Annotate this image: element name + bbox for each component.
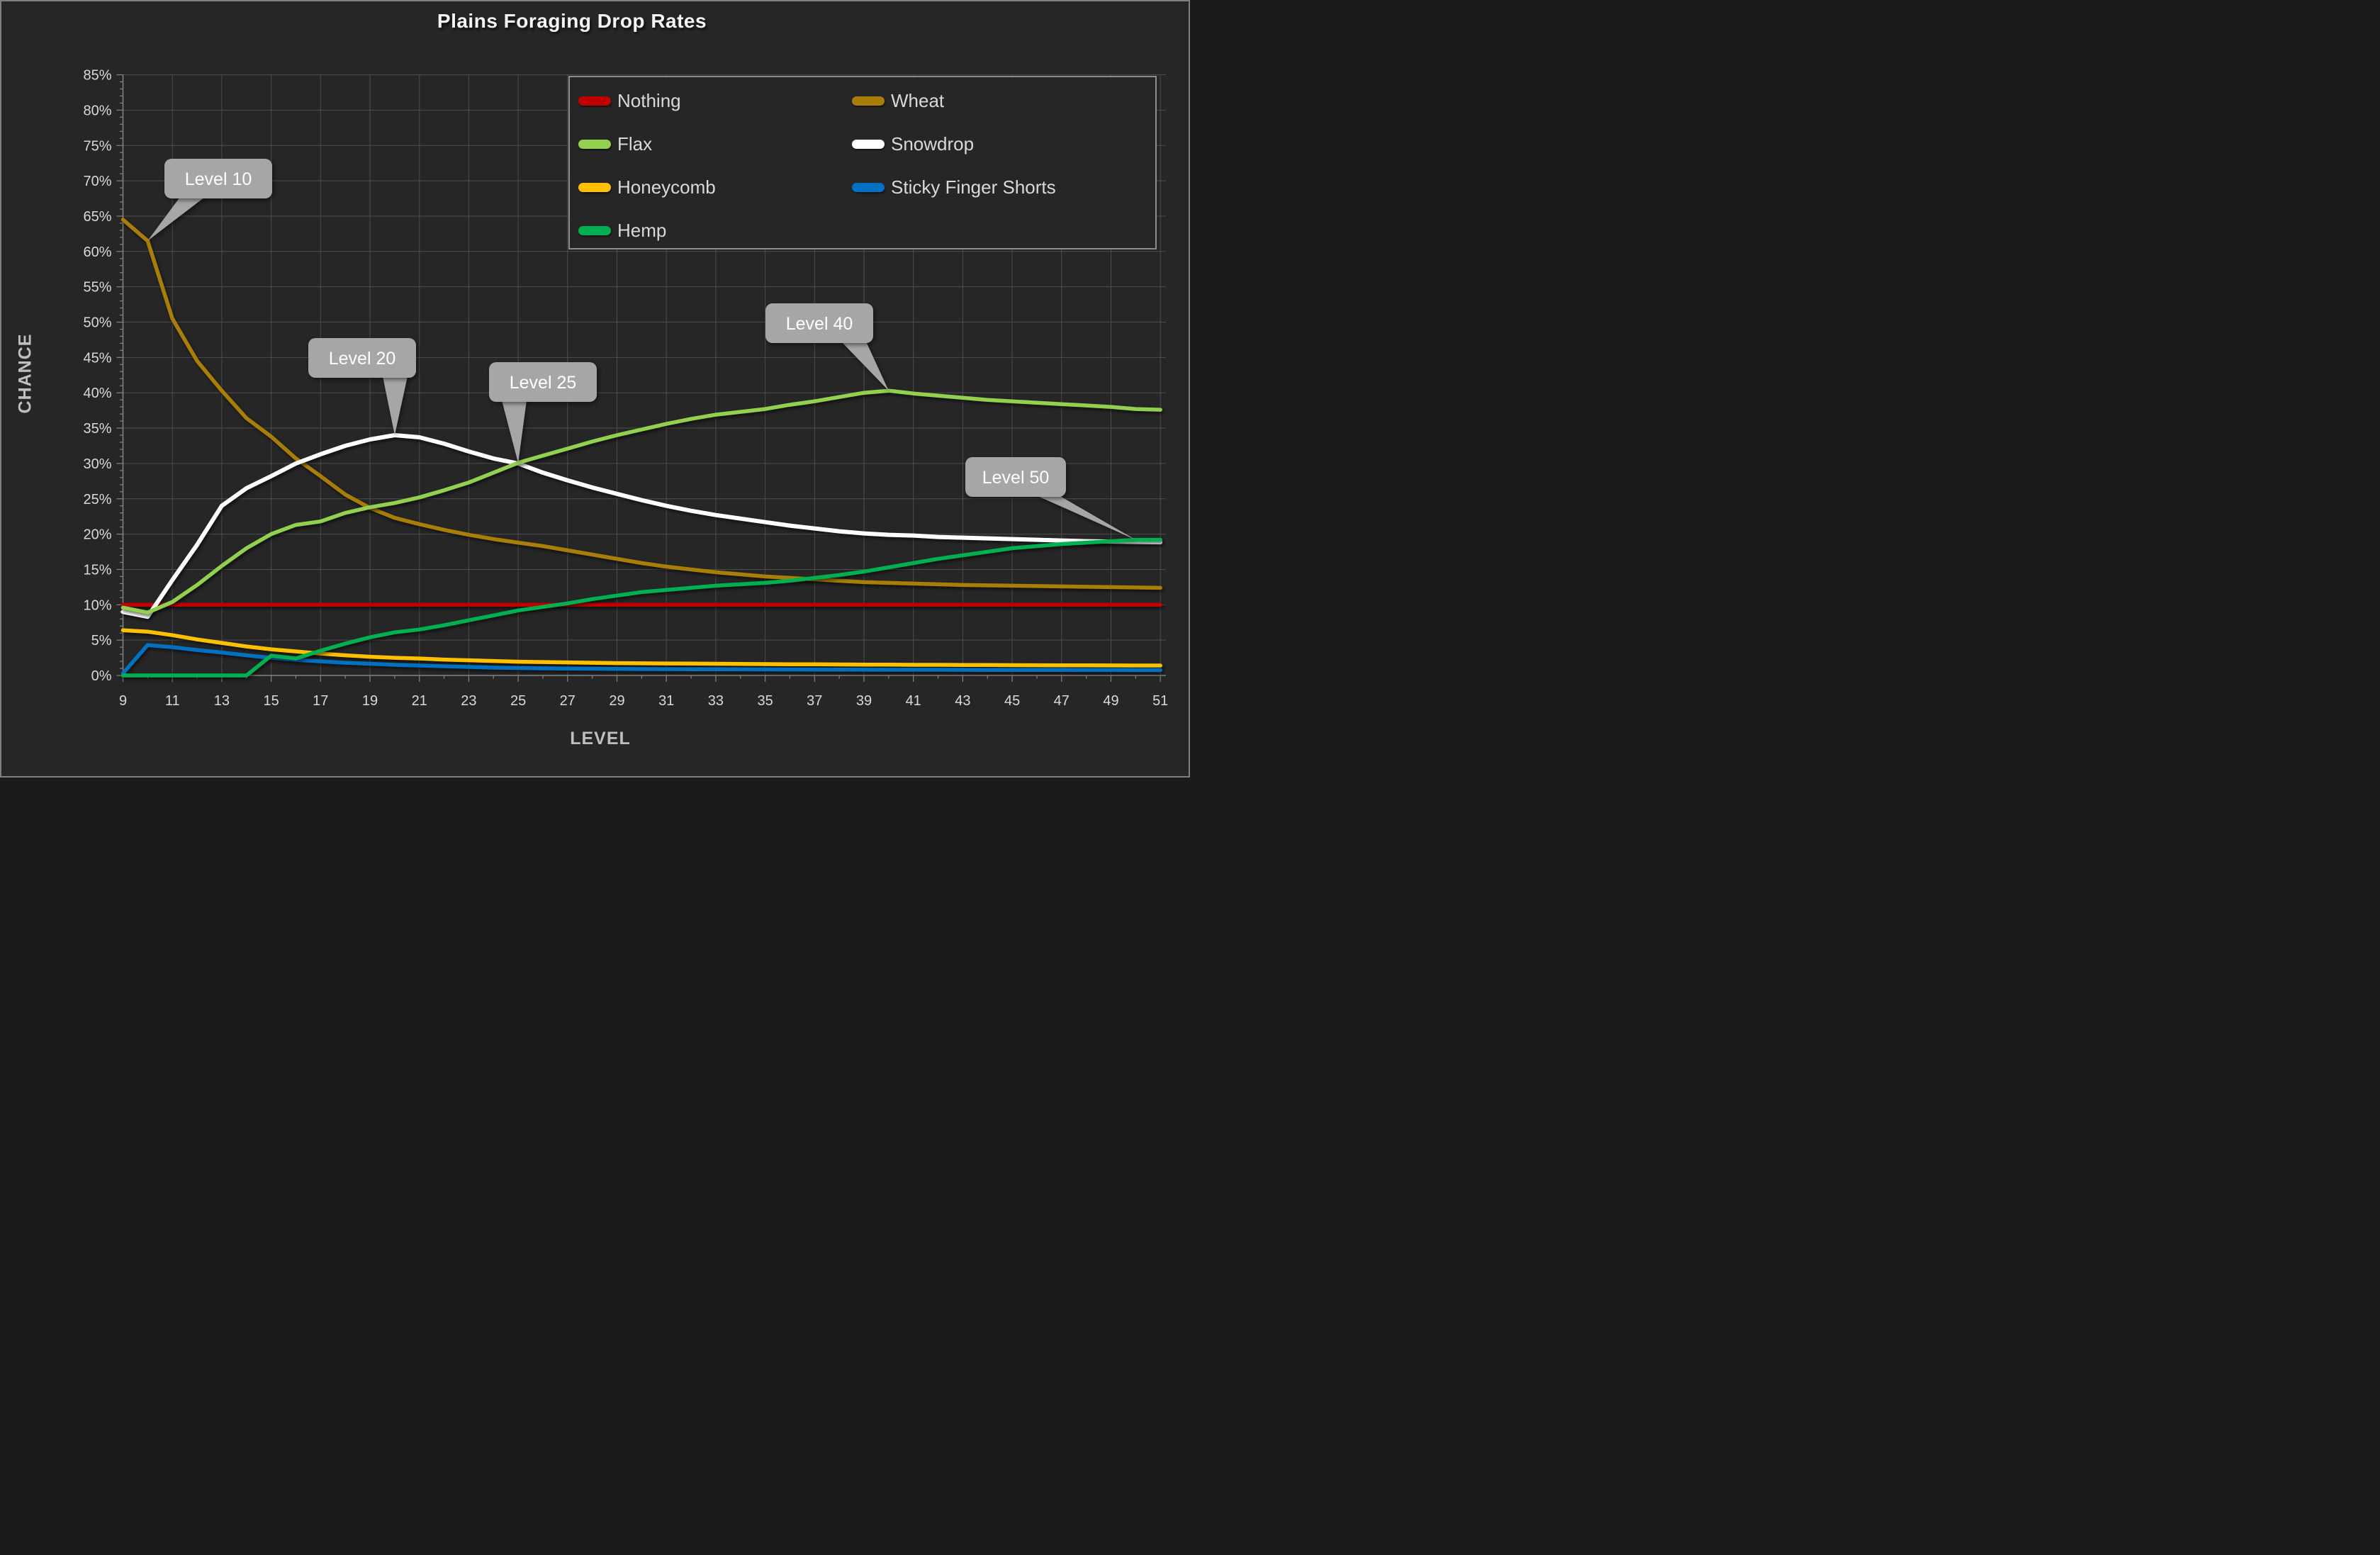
legend-swatch-snowdrop [852, 139, 885, 149]
y-tick-label: 70% [83, 174, 111, 189]
callout-level-50: Level 50 [965, 457, 1136, 540]
series-line-honeycomb [120, 628, 1162, 668]
x-tick-label: 19 [362, 693, 378, 709]
callouts: Level 10 Level 20 Level 25 Level 40 Level 50 [147, 159, 1136, 540]
x-tick-label: 35 [757, 693, 773, 709]
y-tick-label: 25% [83, 492, 111, 507]
x-tick-label: 47 [1054, 693, 1070, 709]
y-tick-label: 85% [83, 68, 111, 84]
y-tick-label: 35% [83, 421, 111, 437]
series-line-flax [120, 388, 1162, 615]
callout-box [164, 159, 272, 198]
y-tick-label: 20% [83, 527, 111, 543]
chart-title: Plains Foraging Drop Rates [437, 10, 707, 32]
legend-label: Flax [617, 133, 653, 155]
legend-item-sticky-finger-shorts: Sticky Finger Shorts [852, 174, 1056, 200]
callout-box [489, 362, 597, 402]
legend-swatch-honeycomb [578, 182, 611, 192]
legend-item-hemp: Hemp [578, 218, 666, 243]
callout-label: Level 50 [982, 468, 1050, 488]
y-tick-label: 0% [91, 668, 112, 684]
x-tick-label: 49 [1103, 693, 1118, 709]
x-tick-label: 41 [906, 693, 921, 709]
legend-item-snowdrop: Snowdrop [852, 131, 974, 157]
x-tick-label: 11 [165, 693, 180, 709]
y-tick-label: 50% [83, 315, 111, 331]
legend-swatch-sticky-finger-shorts [852, 182, 885, 192]
callout-pointer [502, 400, 527, 464]
legend-item-honeycomb: Honeycomb [578, 174, 716, 200]
x-tick-label: 15 [263, 693, 279, 709]
y-tick-label: 10% [83, 597, 111, 613]
y-tick-label: 75% [83, 138, 111, 154]
series-line-snowdrop [120, 433, 1163, 619]
callout-level-20: Level 20 [308, 338, 416, 435]
series-lines [120, 218, 1163, 678]
x-tick-label: 33 [708, 693, 724, 709]
x-tick-label: 27 [560, 693, 576, 709]
y-tick-label: 15% [83, 562, 111, 578]
callout-box [765, 303, 873, 343]
callout-label: Level 10 [185, 169, 252, 189]
series-line-hemp [120, 537, 1162, 678]
x-tick-label: 29 [609, 693, 624, 709]
axes [116, 74, 1166, 682]
callout-box [965, 457, 1066, 497]
legend-item-wheat: Wheat [852, 88, 944, 113]
y-tick-label: 30% [83, 456, 111, 472]
x-tick-label: 23 [461, 693, 476, 709]
x-tick-label: 51 [1152, 693, 1168, 709]
y-tick-label: 45% [83, 350, 111, 366]
callout-level-25: Level 25 [489, 362, 597, 464]
y-tick-label: 80% [83, 103, 111, 118]
x-tick-label: 39 [856, 693, 872, 709]
callout-pointer [147, 197, 205, 241]
chart-container: Plains Foraging Drop Rates CHANCE LEVEL … [0, 0, 1190, 778]
callout-pointer [383, 376, 408, 435]
x-tick-label: 21 [412, 693, 427, 709]
x-tick-label: 31 [658, 693, 674, 709]
x-tick-label: 43 [955, 693, 970, 709]
x-tick-label: 37 [807, 693, 822, 709]
tick-labels: 0% 5% 10% 15% 20% 25% 30% 35% 40% 45% 50% 55% 60% 65%… [83, 68, 1168, 709]
legend-swatch-wheat [852, 96, 885, 106]
legend-swatch-flax [578, 139, 611, 149]
callout-label: Level 20 [329, 349, 396, 369]
legend-label: Nothing [617, 89, 681, 111]
y-tick-label: 55% [83, 280, 111, 296]
legend-label: Sticky Finger Shorts [891, 176, 1056, 198]
legend-label: Snowdrop [891, 133, 975, 155]
legend-label: Wheat [891, 89, 945, 111]
legend-label: Honeycomb [617, 176, 716, 198]
y-tick-label: 40% [83, 386, 111, 401]
legend-item-flax: Flax [578, 131, 652, 157]
legend-label: Hemp [617, 219, 667, 241]
callout-level-10: Level 10 [147, 159, 272, 241]
series-line-wheat [120, 218, 1162, 590]
legend-swatch-hemp [578, 225, 611, 235]
x-tick-label: 13 [214, 693, 230, 709]
x-tick-label: 17 [313, 693, 328, 709]
legend-item-nothing: Nothing [578, 88, 681, 113]
x-tick-label: 25 [510, 693, 526, 709]
legend-swatch-nothing [578, 96, 611, 106]
callout-pointer [1036, 495, 1136, 540]
y-tick-label: 65% [83, 209, 111, 225]
x-axis-title: LEVEL [570, 729, 631, 748]
chart-plot: 0% 5% 10% 15% 20% 25% 30% 35% 40% 45% 50% 55% 60% 65%… [83, 68, 1168, 709]
x-tick-label: 45 [1004, 693, 1020, 709]
legend: Nothing Flax Honeycomb Hemp Wheat Snowdrop Sti… [568, 76, 1157, 249]
callout-box [308, 338, 416, 378]
callout-label: Level 25 [510, 373, 577, 393]
callout-level-40: Level 40 [765, 303, 889, 391]
x-tick-label: 9 [119, 693, 127, 709]
y-tick-label: 60% [83, 245, 111, 260]
callout-label: Level 40 [786, 314, 853, 334]
y-tick-label: 5% [91, 633, 112, 649]
callout-pointer [841, 342, 889, 391]
